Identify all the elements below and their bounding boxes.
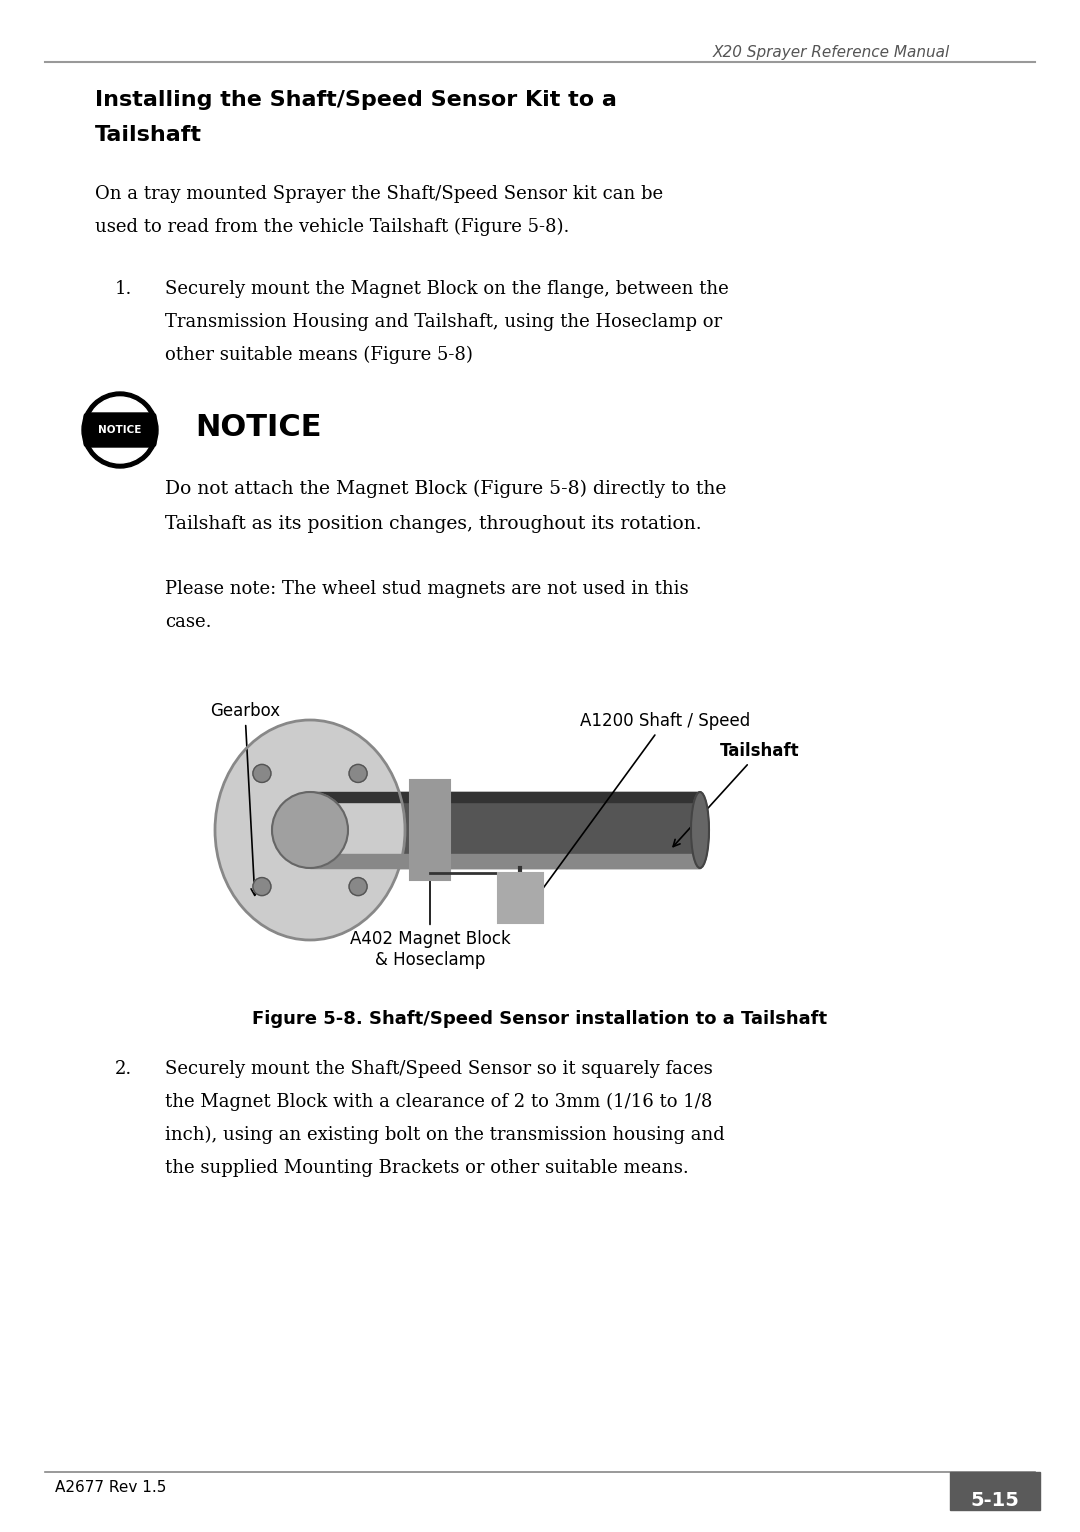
Circle shape [349,764,367,783]
Text: A2677 Rev 1.5: A2677 Rev 1.5 [55,1480,166,1495]
Circle shape [87,397,153,463]
Bar [950,1472,1040,1511]
Bar [410,780,450,879]
Text: Tailshaft: Tailshaft [673,741,799,847]
Text: inch), using an existing bolt on the transmission housing and: inch), using an existing bolt on the tra… [165,1126,725,1144]
Text: NOTICE: NOTICE [98,424,141,435]
Text: Tailshaft as its position changes, throughout its rotation.: Tailshaft as its position changes, throu… [165,515,702,533]
Text: Securely mount the Shaft/Speed Sensor so it squarely faces: Securely mount the Shaft/Speed Sensor so… [165,1060,713,1079]
Text: other suitable means (Figure 5-8): other suitable means (Figure 5-8) [165,346,473,365]
Bar [310,792,700,869]
Bar [310,853,700,869]
Bar [498,873,542,922]
Text: Figure 5-8. Shaft/Speed Sensor installation to a Tailshaft: Figure 5-8. Shaft/Speed Sensor installat… [253,1010,827,1028]
Text: Gearbox: Gearbox [210,702,280,895]
Text: the Magnet Block with a clearance of 2 to 3mm (1/16 to 1/8: the Magnet Block with a clearance of 2 t… [165,1092,713,1111]
Text: Securely mount the Magnet Block on the flange, between the: Securely mount the Magnet Block on the f… [165,280,729,299]
Text: 5-15: 5-15 [971,1491,1020,1511]
Text: X20 Sprayer Reference Manual: X20 Sprayer Reference Manual [713,44,950,60]
Text: A1200 Shaft / Speed: A1200 Shaft / Speed [528,712,751,910]
FancyBboxPatch shape [84,414,156,447]
Text: A402 Magnet Block
& Hoseclamp: A402 Magnet Block & Hoseclamp [350,784,511,968]
Text: On a tray mounted Sprayer the Shaft/Speed Sensor kit can be: On a tray mounted Sprayer the Shaft/Spee… [95,185,663,204]
Text: 2.: 2. [114,1060,132,1079]
Text: the supplied Mounting Brackets or other suitable means.: the supplied Mounting Brackets or other … [165,1160,689,1177]
Text: Do not attach the Magnet Block (Figure 5-8) directly to the: Do not attach the Magnet Block (Figure 5… [165,480,727,498]
Ellipse shape [691,792,708,869]
Text: Transmission Housing and Tailshaft, using the Hoseclamp or: Transmission Housing and Tailshaft, usin… [165,313,723,331]
Circle shape [82,392,158,467]
Circle shape [253,878,271,896]
Text: NOTICE: NOTICE [195,414,322,443]
Text: Installing the Shaft/Speed Sensor Kit to a: Installing the Shaft/Speed Sensor Kit to… [95,90,617,110]
Text: case.: case. [165,613,212,631]
Circle shape [253,764,271,783]
Ellipse shape [215,720,405,941]
Circle shape [272,792,348,869]
Text: Please note: The wheel stud magnets are not used in this: Please note: The wheel stud magnets are … [165,581,689,597]
Bar [310,792,700,801]
Text: Tailshaft: Tailshaft [95,126,202,146]
Circle shape [349,878,367,896]
Text: 1.: 1. [114,280,133,299]
Text: used to read from the vehicle Tailshaft (Figure 5-8).: used to read from the vehicle Tailshaft … [95,218,569,236]
